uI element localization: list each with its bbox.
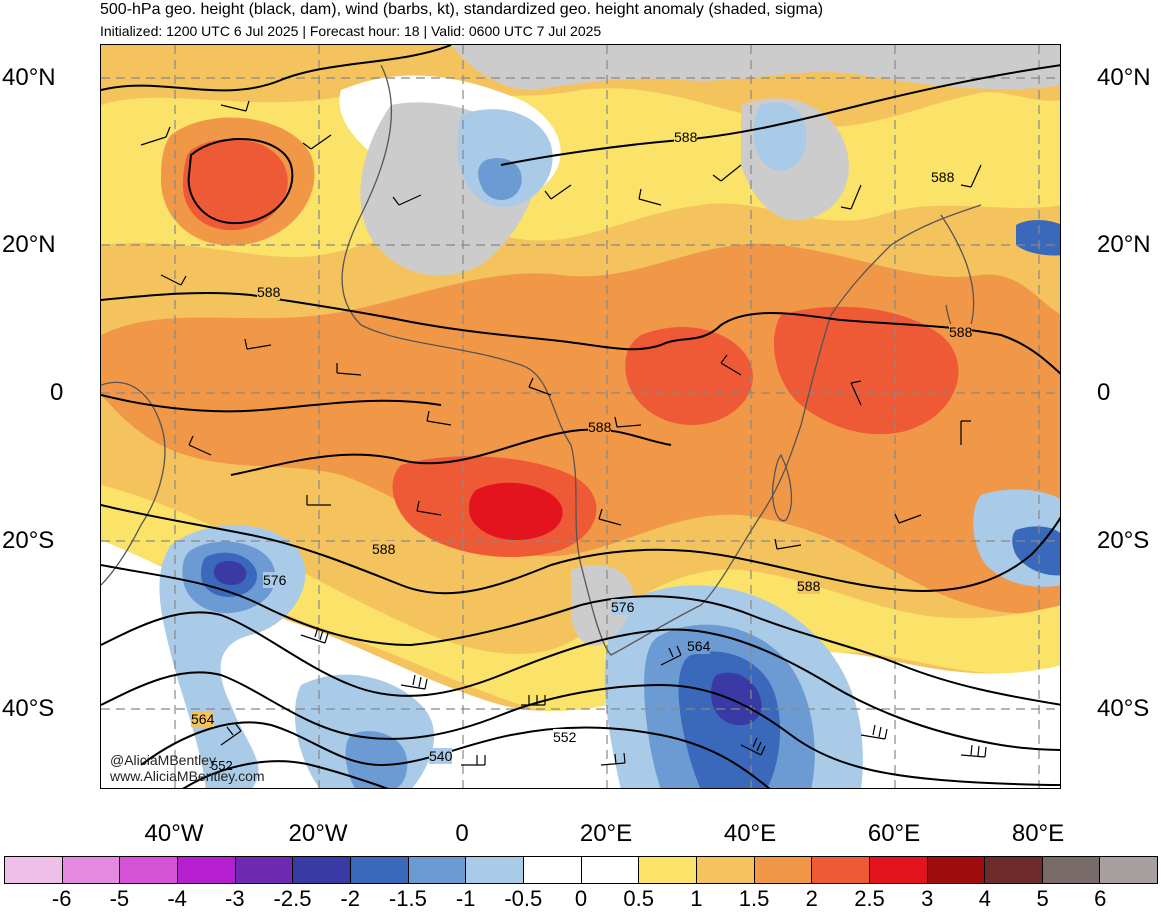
anomaly-red-atlantic-high: [182, 138, 288, 231]
colorbar-tick-label: 2.5: [854, 886, 885, 911]
credit-handle: @AliciaMBentley: [110, 752, 217, 768]
contour-label: 564: [191, 711, 215, 727]
lon-label-20w: 20°W: [288, 820, 348, 847]
lat-label-right-20n: 20°N: [1097, 231, 1151, 258]
colorbar-segment: [1100, 857, 1158, 883]
colorbar-segment: [466, 857, 524, 883]
map-subtitle: Initialized: 1200 UTC 6 Jul 2025 | Forec…: [100, 23, 602, 39]
anomaly-blue-india: [1016, 220, 1060, 256]
anomaly-deepred-south-atlantic: [469, 482, 563, 540]
contour-label: 540: [429, 748, 453, 764]
anomaly-indigo-se: [711, 672, 762, 726]
colorbar-tick-label: -2: [340, 886, 360, 911]
contour-label: 576: [611, 599, 635, 615]
wind-barbs: [140, 100, 987, 766]
colorbar-segment: [812, 857, 870, 883]
anomaly-indigo-sw: [213, 560, 247, 586]
lat-label-right-40s: 40°S: [1097, 695, 1150, 722]
colorbar-segment: [120, 857, 178, 883]
contour-label: 588: [949, 324, 973, 340]
colorbar-segment: [985, 857, 1043, 883]
colorbar-tick-label: 0.5: [623, 886, 654, 911]
colorbar-segment: [235, 857, 294, 883]
anomaly-red-tropics-central: [625, 326, 753, 425]
colorbar-tick-label: -1.5: [388, 886, 427, 911]
colorbar-tick-label: -5: [109, 886, 130, 911]
anomaly-lightblue-arabia: [753, 102, 807, 171]
colorbar-tick-label: -6: [51, 886, 72, 911]
lat-label-left-20n: 20°N: [2, 231, 56, 258]
lon-label-60e: 60°E: [867, 820, 921, 847]
lon-label-0: 0: [455, 820, 469, 847]
colorbar-segment: [639, 857, 697, 883]
colorbar-tick-label: 1: [690, 886, 703, 911]
lon-label-40e: 40°E: [723, 820, 777, 847]
lon-label-40w: 40°W: [144, 820, 204, 847]
colorbar-segment: [350, 857, 409, 883]
contour-label: 588: [931, 169, 955, 185]
colorbar-segment: [696, 857, 755, 883]
colorbar-segment: [869, 857, 928, 883]
lat-label-right-40n: 40°N: [1097, 64, 1151, 91]
contour-label: 588: [674, 129, 698, 145]
contour-label: 552: [211, 758, 233, 773]
colorbar-tick-label: 1.5: [738, 886, 770, 911]
anomaly-red-tropics-east: [773, 306, 959, 435]
contour-label: 564: [687, 638, 711, 654]
contour-label: 588: [257, 284, 281, 300]
contour-label: 588: [588, 419, 612, 435]
colorbar-tick-label: -1: [455, 886, 476, 911]
colorbar-tick-label: -4: [167, 886, 187, 911]
colorbar-segment: [293, 857, 351, 883]
contour-label: 588: [797, 578, 821, 594]
colorbar-tick-label: 3: [921, 886, 934, 911]
colorbar-tick-label: -2.5: [273, 886, 312, 911]
lat-lon-grid: [101, 45, 1060, 788]
europe-grey: [451, 45, 1060, 90]
colorbar-segment: [177, 857, 236, 883]
colorbar-tick-label: 0: [574, 886, 588, 911]
anomaly-blue-satl: [345, 731, 408, 788]
colorbar-tick-label: 5: [1036, 886, 1049, 911]
contour-label: 552: [553, 729, 577, 745]
anomaly-colorbar: [4, 856, 1158, 884]
colorbar-tick-label: -0.5: [504, 886, 543, 911]
weather-map: 588 588 588 588 588 588 588 576 576 564 …: [100, 44, 1061, 789]
lon-label-80e: 80°E: [1011, 820, 1065, 847]
credit-website: www.AliciaMBentley.com: [110, 768, 265, 784]
colorbar-tick-label: 6: [1094, 886, 1107, 911]
lat-label-left-20s: 20°S: [2, 527, 55, 554]
lat-label-left-40s: 40°S: [2, 695, 55, 722]
colorbar-segment: [408, 857, 467, 883]
colorbar-segment: [523, 857, 582, 883]
colorbar-segment: [581, 857, 640, 883]
contour-label: 588: [372, 541, 396, 557]
colorbar-segment: [1042, 857, 1101, 883]
lat-label-left-eq: 0: [50, 379, 64, 406]
lat-label-left-40n: 40°N: [2, 64, 56, 91]
colorbar-segment: [5, 857, 63, 883]
map-title: 500-hPa geo. height (black, dam), wind (…: [100, 1, 824, 18]
contour-label: 576: [263, 572, 287, 588]
colorbar-tick-label: 2: [805, 886, 818, 911]
colorbar-tick-label: 4: [978, 886, 992, 911]
lat-label-right-20s: 20°S: [1097, 527, 1150, 554]
colorbar-segment: [927, 857, 986, 883]
colorbar-segment: [62, 857, 121, 883]
colorbar-segment: [754, 857, 813, 883]
anomaly-blue-sahara: [478, 157, 522, 201]
lat-label-right-eq: 0: [1097, 379, 1111, 406]
lon-label-20e: 20°E: [579, 820, 633, 847]
colorbar-tick-label: -3: [225, 886, 245, 911]
height-contours: [101, 45, 1060, 788]
colorbar-labels: -6 -5 -4 -3 -2.5 -2 -1.5 -1 -0.5 0 0.5 1 1.5 2 2.5 3 4 5 6: [0, 886, 1161, 912]
